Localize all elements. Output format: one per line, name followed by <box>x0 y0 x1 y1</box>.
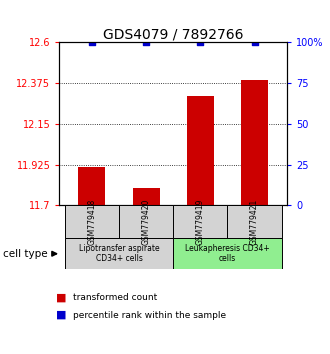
Text: ■: ■ <box>56 310 67 320</box>
Title: GDS4079 / 7892766: GDS4079 / 7892766 <box>103 27 244 41</box>
Text: ■: ■ <box>56 292 67 302</box>
Bar <box>227 205 282 239</box>
Point <box>198 40 203 45</box>
Text: GSM779421: GSM779421 <box>250 199 259 245</box>
Text: cell type: cell type <box>3 249 48 259</box>
Text: Lipotransfer aspirate
CD34+ cells: Lipotransfer aspirate CD34+ cells <box>79 244 159 263</box>
Bar <box>241 80 268 205</box>
Bar <box>133 188 160 205</box>
Point <box>89 40 95 45</box>
Bar <box>65 239 173 269</box>
Bar <box>173 239 282 269</box>
Bar <box>119 205 173 239</box>
Text: GSM779419: GSM779419 <box>196 199 205 245</box>
Bar <box>187 96 214 205</box>
Text: GSM779418: GSM779418 <box>87 199 96 245</box>
Text: Leukapheresis CD34+
cells: Leukapheresis CD34+ cells <box>185 244 270 263</box>
Text: transformed count: transformed count <box>73 293 157 302</box>
Point <box>252 40 257 45</box>
Bar <box>173 205 227 239</box>
Point <box>144 40 149 45</box>
Text: GSM779420: GSM779420 <box>142 199 150 245</box>
Bar <box>65 205 119 239</box>
Text: percentile rank within the sample: percentile rank within the sample <box>73 310 226 320</box>
Bar <box>78 167 106 205</box>
